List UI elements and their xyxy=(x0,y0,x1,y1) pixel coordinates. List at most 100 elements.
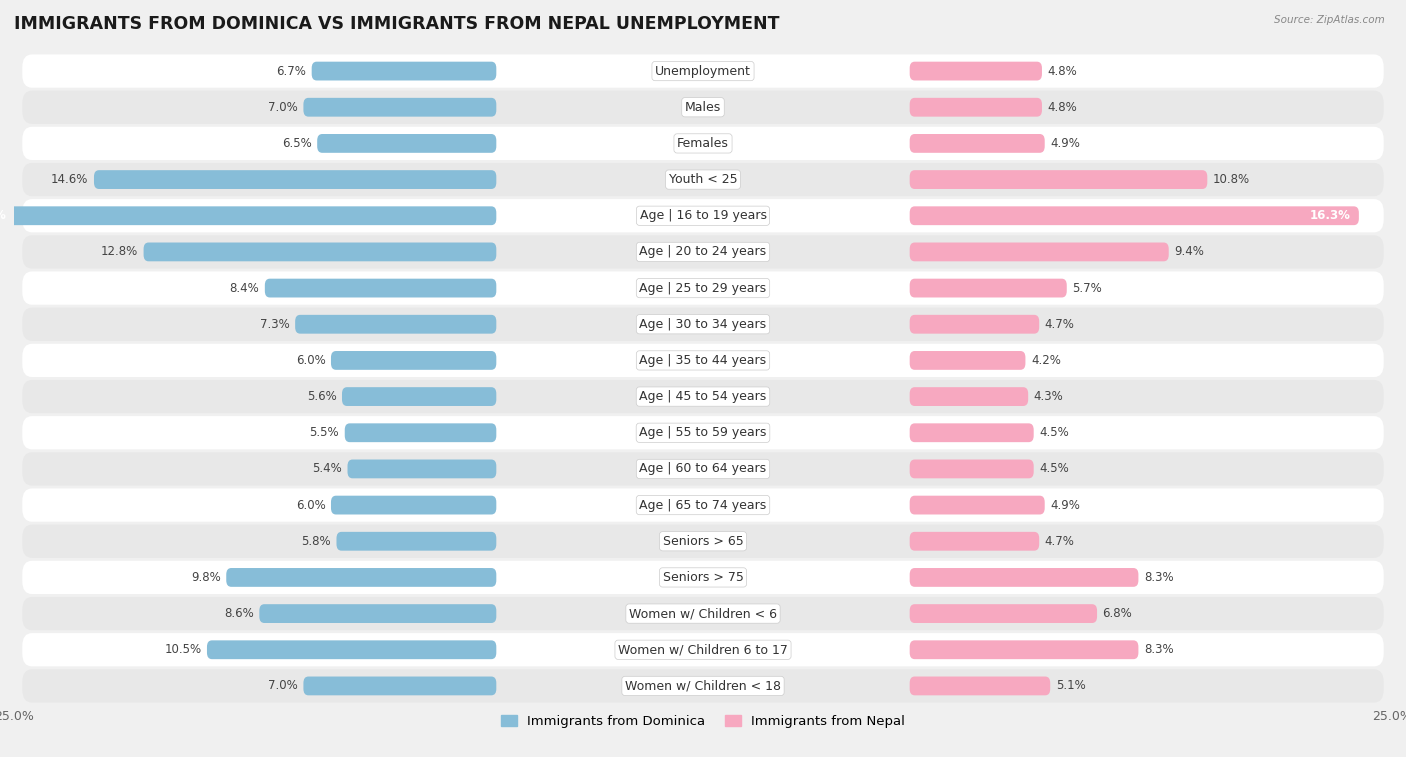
FancyBboxPatch shape xyxy=(330,351,496,370)
FancyBboxPatch shape xyxy=(22,126,1384,160)
Text: 21.9%: 21.9% xyxy=(0,209,6,223)
FancyBboxPatch shape xyxy=(910,207,1358,225)
Text: 12.8%: 12.8% xyxy=(101,245,138,258)
Text: 8.6%: 8.6% xyxy=(224,607,254,620)
FancyBboxPatch shape xyxy=(22,669,1384,702)
Text: Age | 65 to 74 years: Age | 65 to 74 years xyxy=(640,499,766,512)
Text: 6.8%: 6.8% xyxy=(1102,607,1132,620)
Text: IMMIGRANTS FROM DOMINICA VS IMMIGRANTS FROM NEPAL UNEMPLOYMENT: IMMIGRANTS FROM DOMINICA VS IMMIGRANTS F… xyxy=(14,15,779,33)
FancyBboxPatch shape xyxy=(910,640,1139,659)
FancyBboxPatch shape xyxy=(910,98,1042,117)
Text: 4.8%: 4.8% xyxy=(1047,64,1077,77)
FancyBboxPatch shape xyxy=(910,279,1067,298)
Text: Age | 35 to 44 years: Age | 35 to 44 years xyxy=(640,354,766,367)
FancyBboxPatch shape xyxy=(94,170,496,189)
FancyBboxPatch shape xyxy=(22,91,1384,124)
Text: 4.9%: 4.9% xyxy=(1050,137,1080,150)
FancyBboxPatch shape xyxy=(22,525,1384,558)
FancyBboxPatch shape xyxy=(22,272,1384,305)
Text: 4.7%: 4.7% xyxy=(1045,534,1074,548)
FancyBboxPatch shape xyxy=(22,380,1384,413)
Text: Age | 25 to 29 years: Age | 25 to 29 years xyxy=(640,282,766,294)
FancyBboxPatch shape xyxy=(295,315,496,334)
Text: Women w/ Children 6 to 17: Women w/ Children 6 to 17 xyxy=(619,643,787,656)
FancyBboxPatch shape xyxy=(336,532,496,550)
FancyBboxPatch shape xyxy=(22,452,1384,485)
Text: 8.4%: 8.4% xyxy=(229,282,259,294)
Text: 6.5%: 6.5% xyxy=(283,137,312,150)
Legend: Immigrants from Dominica, Immigrants from Nepal: Immigrants from Dominica, Immigrants fro… xyxy=(495,709,911,734)
Text: 5.7%: 5.7% xyxy=(1073,282,1102,294)
Text: 6.0%: 6.0% xyxy=(295,499,325,512)
Text: 4.9%: 4.9% xyxy=(1050,499,1080,512)
Text: Seniors > 75: Seniors > 75 xyxy=(662,571,744,584)
Text: 5.4%: 5.4% xyxy=(312,463,342,475)
FancyBboxPatch shape xyxy=(910,677,1050,696)
FancyBboxPatch shape xyxy=(207,640,496,659)
Text: Age | 20 to 24 years: Age | 20 to 24 years xyxy=(640,245,766,258)
FancyBboxPatch shape xyxy=(910,496,1045,515)
Text: 16.3%: 16.3% xyxy=(1310,209,1351,223)
FancyBboxPatch shape xyxy=(22,307,1384,341)
FancyBboxPatch shape xyxy=(910,423,1033,442)
Text: 9.8%: 9.8% xyxy=(191,571,221,584)
Text: Females: Females xyxy=(678,137,728,150)
FancyBboxPatch shape xyxy=(312,61,496,80)
Text: Unemployment: Unemployment xyxy=(655,64,751,77)
Text: Age | 55 to 59 years: Age | 55 to 59 years xyxy=(640,426,766,439)
Text: 4.2%: 4.2% xyxy=(1031,354,1060,367)
Text: Age | 45 to 54 years: Age | 45 to 54 years xyxy=(640,390,766,403)
FancyBboxPatch shape xyxy=(22,597,1384,631)
FancyBboxPatch shape xyxy=(330,496,496,515)
FancyBboxPatch shape xyxy=(22,55,1384,88)
Text: 4.8%: 4.8% xyxy=(1047,101,1077,114)
FancyBboxPatch shape xyxy=(910,568,1139,587)
FancyBboxPatch shape xyxy=(226,568,496,587)
Text: Source: ZipAtlas.com: Source: ZipAtlas.com xyxy=(1274,15,1385,25)
Text: 5.8%: 5.8% xyxy=(301,534,330,548)
FancyBboxPatch shape xyxy=(22,633,1384,666)
FancyBboxPatch shape xyxy=(143,242,496,261)
Text: 4.5%: 4.5% xyxy=(1039,463,1069,475)
FancyBboxPatch shape xyxy=(347,459,496,478)
FancyBboxPatch shape xyxy=(910,170,1208,189)
Text: 6.7%: 6.7% xyxy=(277,64,307,77)
FancyBboxPatch shape xyxy=(22,561,1384,594)
FancyBboxPatch shape xyxy=(22,344,1384,377)
Text: 10.5%: 10.5% xyxy=(165,643,201,656)
Text: Age | 16 to 19 years: Age | 16 to 19 years xyxy=(640,209,766,223)
Text: 7.3%: 7.3% xyxy=(260,318,290,331)
Text: 4.7%: 4.7% xyxy=(1045,318,1074,331)
Text: Seniors > 65: Seniors > 65 xyxy=(662,534,744,548)
FancyBboxPatch shape xyxy=(342,387,496,406)
FancyBboxPatch shape xyxy=(22,416,1384,450)
Text: 4.3%: 4.3% xyxy=(1033,390,1063,403)
Text: Women w/ Children < 6: Women w/ Children < 6 xyxy=(628,607,778,620)
FancyBboxPatch shape xyxy=(910,61,1042,80)
Text: 5.6%: 5.6% xyxy=(307,390,336,403)
FancyBboxPatch shape xyxy=(910,387,1028,406)
Text: 9.4%: 9.4% xyxy=(1174,245,1204,258)
FancyBboxPatch shape xyxy=(344,423,496,442)
Text: 14.6%: 14.6% xyxy=(51,173,89,186)
Text: 4.5%: 4.5% xyxy=(1039,426,1069,439)
FancyBboxPatch shape xyxy=(304,677,496,696)
Text: 7.0%: 7.0% xyxy=(269,101,298,114)
Text: Males: Males xyxy=(685,101,721,114)
Text: 8.3%: 8.3% xyxy=(1144,571,1174,584)
FancyBboxPatch shape xyxy=(264,279,496,298)
FancyBboxPatch shape xyxy=(910,315,1039,334)
Text: 8.3%: 8.3% xyxy=(1144,643,1174,656)
FancyBboxPatch shape xyxy=(910,459,1033,478)
Text: Youth < 25: Youth < 25 xyxy=(669,173,737,186)
Text: Women w/ Children < 18: Women w/ Children < 18 xyxy=(626,680,780,693)
FancyBboxPatch shape xyxy=(910,242,1168,261)
Text: 10.8%: 10.8% xyxy=(1213,173,1250,186)
FancyBboxPatch shape xyxy=(910,134,1045,153)
FancyBboxPatch shape xyxy=(22,488,1384,522)
FancyBboxPatch shape xyxy=(910,351,1025,370)
FancyBboxPatch shape xyxy=(22,163,1384,196)
Text: 5.5%: 5.5% xyxy=(309,426,339,439)
Text: Age | 30 to 34 years: Age | 30 to 34 years xyxy=(640,318,766,331)
FancyBboxPatch shape xyxy=(0,207,496,225)
